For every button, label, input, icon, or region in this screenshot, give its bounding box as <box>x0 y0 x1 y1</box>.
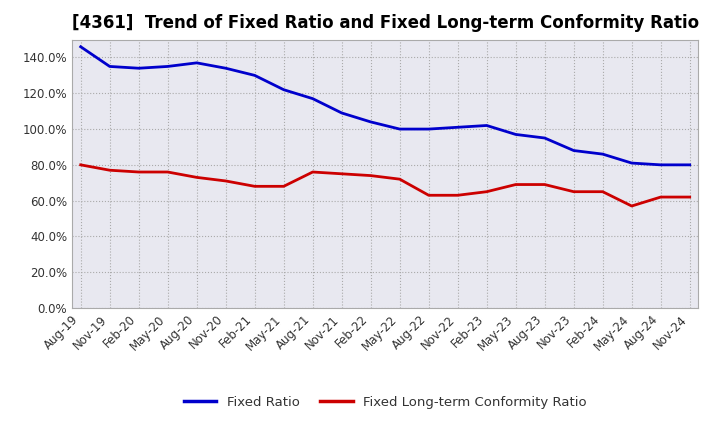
Fixed Ratio <box>135 66 143 71</box>
Fixed Long-term Conformity Ratio <box>511 182 520 187</box>
Fixed Long-term Conformity Ratio <box>541 182 549 187</box>
Fixed Long-term Conformity Ratio <box>251 183 259 189</box>
Fixed Ratio <box>511 132 520 137</box>
Fixed Long-term Conformity Ratio <box>279 183 288 189</box>
Fixed Ratio <box>598 151 607 157</box>
Fixed Ratio <box>105 64 114 69</box>
Fixed Ratio <box>279 87 288 92</box>
Fixed Ratio <box>570 148 578 153</box>
Fixed Ratio <box>424 126 433 132</box>
Fixed Long-term Conformity Ratio <box>163 169 172 175</box>
Fixed Ratio <box>251 73 259 78</box>
Fixed Long-term Conformity Ratio <box>192 175 201 180</box>
Fixed Long-term Conformity Ratio <box>482 189 491 194</box>
Fixed Long-term Conformity Ratio <box>105 168 114 173</box>
Fixed Ratio <box>366 119 375 125</box>
Fixed Ratio <box>221 66 230 71</box>
Fixed Ratio <box>454 125 462 130</box>
Fixed Long-term Conformity Ratio <box>308 169 317 175</box>
Fixed Long-term Conformity Ratio <box>627 203 636 209</box>
Fixed Ratio <box>192 60 201 66</box>
Fixed Long-term Conformity Ratio <box>76 162 85 168</box>
Fixed Long-term Conformity Ratio <box>454 193 462 198</box>
Fixed Ratio <box>395 126 404 132</box>
Fixed Ratio <box>338 110 346 116</box>
Fixed Ratio <box>482 123 491 128</box>
Fixed Long-term Conformity Ratio <box>135 169 143 175</box>
Legend: Fixed Ratio, Fixed Long-term Conformity Ratio: Fixed Ratio, Fixed Long-term Conformity … <box>179 391 592 414</box>
Fixed Ratio <box>685 162 694 168</box>
Fixed Long-term Conformity Ratio <box>685 194 694 200</box>
Fixed Long-term Conformity Ratio <box>570 189 578 194</box>
Fixed Ratio <box>627 161 636 166</box>
Fixed Long-term Conformity Ratio <box>221 178 230 183</box>
Fixed Ratio <box>308 96 317 101</box>
Fixed Long-term Conformity Ratio <box>366 173 375 178</box>
Fixed Long-term Conformity Ratio <box>657 194 665 200</box>
Fixed Long-term Conformity Ratio <box>395 176 404 182</box>
Fixed Long-term Conformity Ratio <box>424 193 433 198</box>
Fixed Ratio <box>163 64 172 69</box>
Line: Fixed Long-term Conformity Ratio: Fixed Long-term Conformity Ratio <box>81 165 690 206</box>
Fixed Long-term Conformity Ratio <box>338 171 346 176</box>
Fixed Ratio <box>657 162 665 168</box>
Fixed Ratio <box>76 44 85 49</box>
Fixed Ratio <box>541 136 549 141</box>
Line: Fixed Ratio: Fixed Ratio <box>81 47 690 165</box>
Fixed Long-term Conformity Ratio <box>598 189 607 194</box>
Title: [4361]  Trend of Fixed Ratio and Fixed Long-term Conformity Ratio: [4361] Trend of Fixed Ratio and Fixed Lo… <box>71 15 699 33</box>
